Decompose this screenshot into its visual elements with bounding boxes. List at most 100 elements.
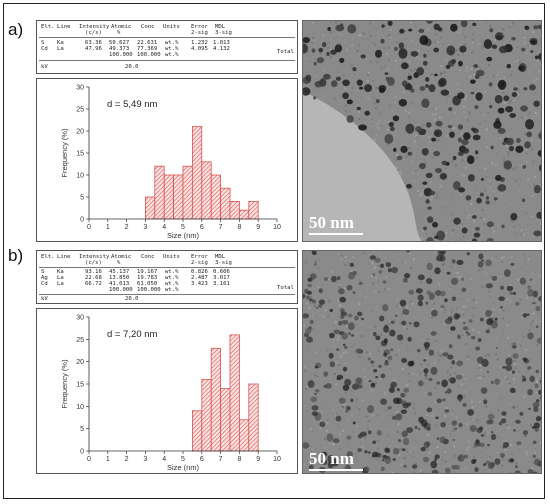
eds-cell: 61.050 — [137, 281, 158, 287]
x-tick-label: 7 — [219, 224, 223, 231]
size-histogram-b: 0 5 10 15 20 25 30 0 1 2 3 4 5 6 7 8 9 10 Size (nm) Frequen… — [60, 315, 281, 473]
eds-cell: 93.16 — [85, 269, 102, 275]
histogram-bar — [229, 334, 240, 452]
eds-table-a: Elt. Line Intensity Atomic Conc Units Er… — [36, 20, 298, 74]
eds-subheader-pct: % — [117, 30, 121, 36]
eds-cell: 19.783 — [137, 275, 158, 281]
eds-header-error: Error — [191, 254, 208, 260]
eds-header-mdl: MDL — [215, 254, 226, 260]
tem-image-b: 50 nm — [302, 250, 542, 474]
eds-cell: wt.% — [165, 46, 179, 52]
eds-divider — [39, 60, 295, 61]
scalebar-b — [309, 469, 363, 471]
x-tick-label: 6 — [200, 456, 204, 463]
eds-cell: wt.% — [165, 287, 179, 293]
eds-cell: La — [57, 46, 64, 52]
histogram-bar — [238, 209, 250, 220]
x-tick-label: 2 — [125, 224, 129, 231]
eds-cell: La — [57, 281, 64, 287]
eds-divider — [39, 267, 295, 268]
eds-cell: 100.000 — [109, 287, 133, 293]
x-tick-label: 4 — [162, 224, 166, 231]
eds-cell: 50.627 — [109, 40, 130, 46]
eds-cell: 45.137 — [109, 269, 130, 275]
panel-label-a: a) — [8, 20, 24, 39]
scalebar-a — [309, 233, 363, 235]
eds-header-conc: Conc — [141, 24, 155, 30]
x-tick-label: 6 — [200, 224, 204, 231]
histogram-box-a: 0 5 10 15 20 25 30 0 1 2 3 4 5 6 7 8 9 10 Size (nm) Frequen… — [36, 78, 298, 242]
eds-cell: 2.487 — [191, 275, 208, 281]
eds-cell: 77.369 — [137, 46, 158, 52]
x-tick-label: 4 — [162, 456, 166, 463]
x-tick-label: 7 — [219, 456, 223, 463]
eds-subheader-2sig: 2-sig — [191, 260, 208, 266]
x-tick-label: 10 — [273, 456, 281, 463]
x-axis-label: Size (nm) — [167, 231, 200, 240]
panel-label-b: b) — [8, 246, 24, 265]
eds-cell: S — [41, 269, 45, 275]
y-tick-label: 5 — [80, 195, 84, 202]
eds-cell: Ka — [57, 269, 64, 275]
eds-subheader-2sig: 2-sig — [191, 30, 208, 36]
eds-subheader-3sig: 3-sig — [215, 260, 232, 266]
eds-header-elt: Elt. — [41, 254, 55, 260]
eds-header-line: Line — [57, 254, 71, 260]
eds-cell: 100.000 — [109, 52, 133, 58]
x-tick-label: 5 — [181, 224, 185, 231]
tem-image-a: 50 nm — [302, 20, 542, 242]
x-tick-label: 8 — [237, 456, 241, 463]
y-tick-label: 0 — [80, 217, 84, 224]
eds-total-label: Total — [277, 49, 294, 55]
scalebar-label-a: 50 nm — [309, 213, 354, 232]
x-tick-label: 0 — [87, 456, 91, 463]
eds-header-atomic: Atomic — [111, 254, 132, 260]
y-tick-label: 30 — [76, 85, 84, 92]
eds-header-line: Line — [57, 24, 71, 30]
eds-cell: 1.013 — [213, 40, 230, 46]
histogram-bar — [145, 196, 156, 220]
eds-row: Ag La 22.68 13.850 19.783 wt.% 2.487 3.0… — [41, 275, 230, 282]
eds-kv-value: 20.0 — [125, 296, 139, 302]
y-axis-label: Frequency (%) — [60, 128, 69, 178]
eds-cell: 3.017 — [213, 275, 230, 281]
mean-size-annotation: d = 5,49 nm — [107, 99, 158, 110]
x-tick-label: 3 — [143, 224, 147, 231]
size-histogram-a: 0 5 10 15 20 25 30 0 1 2 3 4 5 6 7 8 9 10 Size (nm) Frequen… — [60, 85, 281, 241]
tem-micrograph-a — [303, 21, 541, 241]
x-tick-label: 1 — [106, 224, 110, 231]
eds-cell: 100.000 — [137, 287, 161, 293]
eds-row: S Ka 93.16 45.137 19.167 wt.% 0.826 0.60… — [41, 269, 230, 276]
eds-subheader-3sig: 3-sig — [215, 30, 232, 36]
x-tick-label: 1 — [106, 456, 110, 463]
eds-kv-row: kV 20.0 — [41, 296, 138, 303]
eds-cell: S — [41, 40, 45, 46]
histogram-bar — [229, 201, 240, 220]
y-tick-label: 5 — [80, 426, 84, 433]
histogram-bar — [210, 174, 221, 220]
eds-header-mdl: MDL — [215, 24, 226, 30]
eds-cell: 4.132 — [213, 46, 230, 52]
eds-cell: La — [57, 275, 64, 281]
eds-divider — [39, 294, 295, 295]
eds-header-conc: Conc — [141, 254, 155, 260]
eds-header-intensity: Intensity — [79, 254, 110, 260]
eds-cell: wt.% — [165, 40, 179, 46]
histogram-bar — [154, 165, 165, 220]
y-tick-label: 0 — [80, 449, 84, 456]
histogram-bar — [248, 201, 259, 220]
eds-cell: Cd — [41, 281, 48, 287]
eds-subheader-pct: % — [117, 260, 121, 266]
x-tick-label: 9 — [256, 456, 260, 463]
eds-cell: 47.96 — [85, 46, 102, 52]
eds-kv-value: 20.0 — [125, 64, 139, 70]
eds-cell: 100.000 — [137, 52, 161, 58]
eds-cell: 1.232 — [191, 40, 208, 46]
eds-cell: 22.68 — [85, 275, 102, 281]
x-tick-label: 8 — [237, 224, 241, 231]
x-tick-label: 3 — [143, 456, 147, 463]
eds-cell: 63.36 — [85, 40, 102, 46]
x-tick-label: 0 — [87, 224, 91, 231]
eds-subheader-cps: (c/s) — [85, 260, 102, 266]
y-tick-label: 10 — [76, 173, 84, 180]
